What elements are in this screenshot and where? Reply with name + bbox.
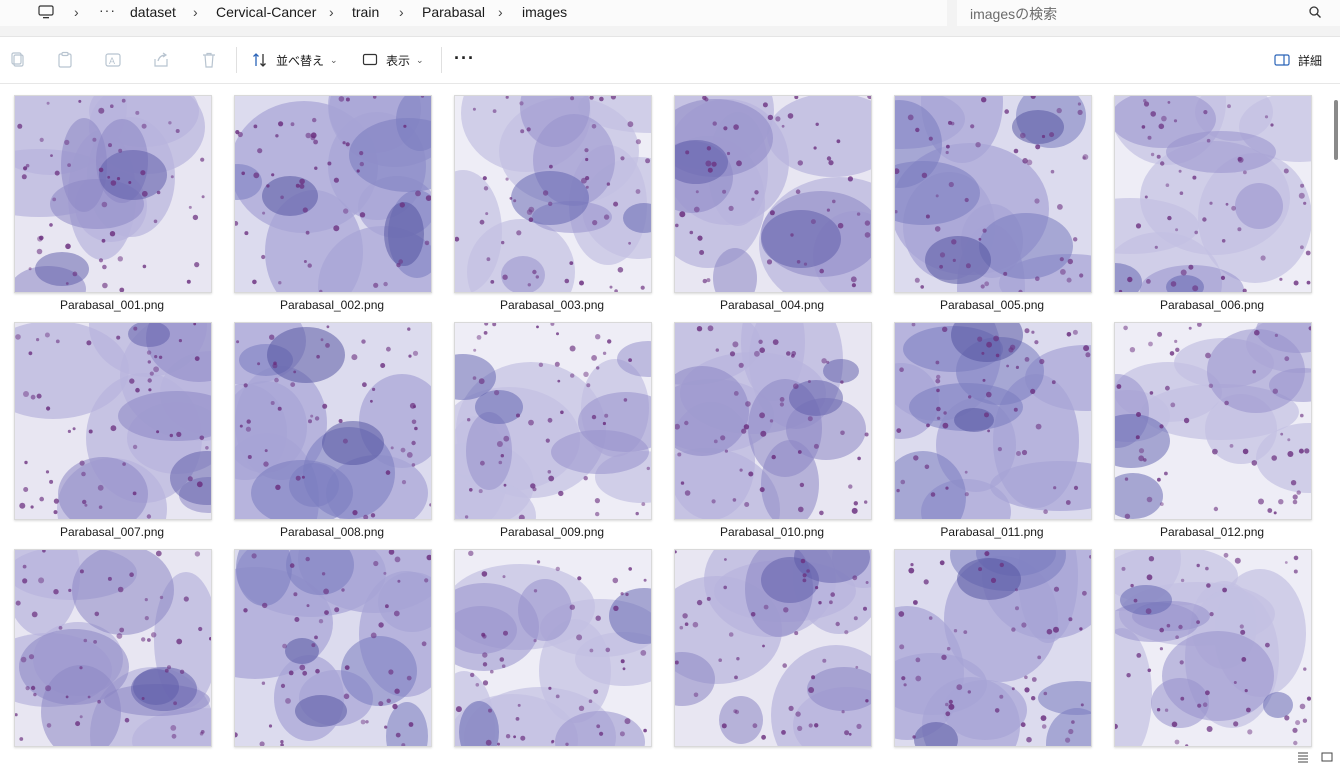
- image-thumbnail[interactable]: [234, 95, 432, 293]
- command-bar: A 並べ替え ⌄ 表示 ⌄ ··· 詳細: [0, 37, 1340, 84]
- sort-button[interactable]: 並べ替え ⌄: [252, 50, 338, 70]
- file-name: Parabasal_009.png: [499, 525, 605, 539]
- breadcrumb-item-parabasal[interactable]: Parabasal: [422, 4, 486, 20]
- sort-icon: [253, 53, 266, 67]
- details-pane-button[interactable]: 詳細: [1274, 50, 1322, 70]
- scrollbar-thumb[interactable]: [1334, 100, 1338, 160]
- image-thumbnail[interactable]: [1114, 322, 1312, 520]
- share-icon[interactable]: [152, 51, 170, 69]
- image-thumbnail[interactable]: [454, 322, 652, 520]
- breadcrumb-more-button[interactable]: ···: [99, 2, 116, 18]
- file-name: Parabasal_005.png: [939, 298, 1045, 312]
- image-thumbnail[interactable]: [1114, 549, 1312, 747]
- view-label: 表示: [386, 53, 411, 68]
- image-thumbnail[interactable]: [234, 549, 432, 747]
- chevron-right-icon: ›: [74, 4, 79, 20]
- address-bar[interactable]: › ··· dataset › Cervical-Cancer › train …: [0, 0, 947, 26]
- file-name: Parabasal_012.png: [1159, 525, 1265, 539]
- image-thumbnail[interactable]: [14, 549, 212, 747]
- chevron-right-icon: ›: [329, 4, 334, 20]
- toolbar-divider: [441, 47, 442, 73]
- details-pane-icon: [1274, 54, 1290, 66]
- breadcrumb-item-images[interactable]: images: [522, 4, 568, 20]
- file-grid: Parabasal_001.png Parabasal_002.png Paraba…: [14, 95, 1324, 755]
- image-thumbnail[interactable]: [234, 322, 432, 520]
- this-pc-icon[interactable]: [38, 4, 54, 20]
- copy-icon[interactable]: [9, 51, 27, 69]
- image-thumbnail[interactable]: [674, 95, 872, 293]
- large-icons-view-icon[interactable]: [1320, 750, 1334, 764]
- breadcrumb-item-cervical-cancer[interactable]: Cervical-Cancer: [216, 4, 317, 20]
- image-thumbnail[interactable]: [674, 549, 872, 747]
- delete-icon[interactable]: [200, 51, 218, 69]
- file-name: Parabasal_008.png: [279, 525, 385, 539]
- view-button[interactable]: 表示 ⌄: [362, 50, 424, 70]
- chevron-down-icon: ⌄: [416, 54, 424, 65]
- file-name: Parabasal_007.png: [59, 525, 165, 539]
- view-icon: [362, 53, 378, 66]
- chevron-down-icon: ⌄: [330, 54, 338, 65]
- rename-icon[interactable]: A: [104, 51, 122, 69]
- image-thumbnail[interactable]: [894, 322, 1092, 520]
- toolbar-divider: [236, 47, 237, 73]
- image-thumbnail[interactable]: [14, 322, 212, 520]
- file-name: Parabasal_010.png: [719, 525, 825, 539]
- image-thumbnail[interactable]: [454, 95, 652, 293]
- image-thumbnail[interactable]: [454, 549, 652, 747]
- sort-label: 並べ替え: [276, 53, 325, 68]
- details-view-icon[interactable]: [1296, 750, 1310, 764]
- image-thumbnail[interactable]: [894, 549, 1092, 747]
- search-icon[interactable]: [1308, 5, 1322, 19]
- breadcrumb-item-train[interactable]: train: [352, 4, 380, 20]
- image-thumbnail[interactable]: [894, 95, 1092, 293]
- chevron-right-icon: ›: [193, 4, 198, 20]
- chevron-right-icon: ›: [498, 4, 503, 20]
- address-row: › ··· dataset › Cervical-Cancer › train …: [0, 0, 1340, 37]
- file-name: Parabasal_004.png: [719, 298, 825, 312]
- vertical-scrollbar[interactable]: [1332, 84, 1340, 768]
- file-name: Parabasal_006.png: [1159, 298, 1265, 312]
- image-thumbnail[interactable]: [14, 95, 212, 293]
- file-name: Parabasal_001.png: [59, 298, 165, 312]
- svg-text:A: A: [109, 56, 115, 66]
- file-name: Parabasal_003.png: [499, 298, 605, 312]
- file-name: Parabasal_002.png: [279, 298, 385, 312]
- details-label: 詳細: [1298, 53, 1323, 68]
- chevron-right-icon: ›: [399, 4, 404, 20]
- paste-icon[interactable]: [56, 51, 74, 69]
- search-placeholder: imagesの検索: [970, 6, 1058, 22]
- image-thumbnail[interactable]: [674, 322, 872, 520]
- image-thumbnail[interactable]: [1114, 95, 1312, 293]
- file-name: Parabasal_011.png: [940, 525, 1044, 539]
- search-input[interactable]: [957, 0, 1340, 26]
- breadcrumb-item-dataset[interactable]: dataset: [130, 4, 176, 20]
- more-options-icon[interactable]: ···: [454, 48, 475, 68]
